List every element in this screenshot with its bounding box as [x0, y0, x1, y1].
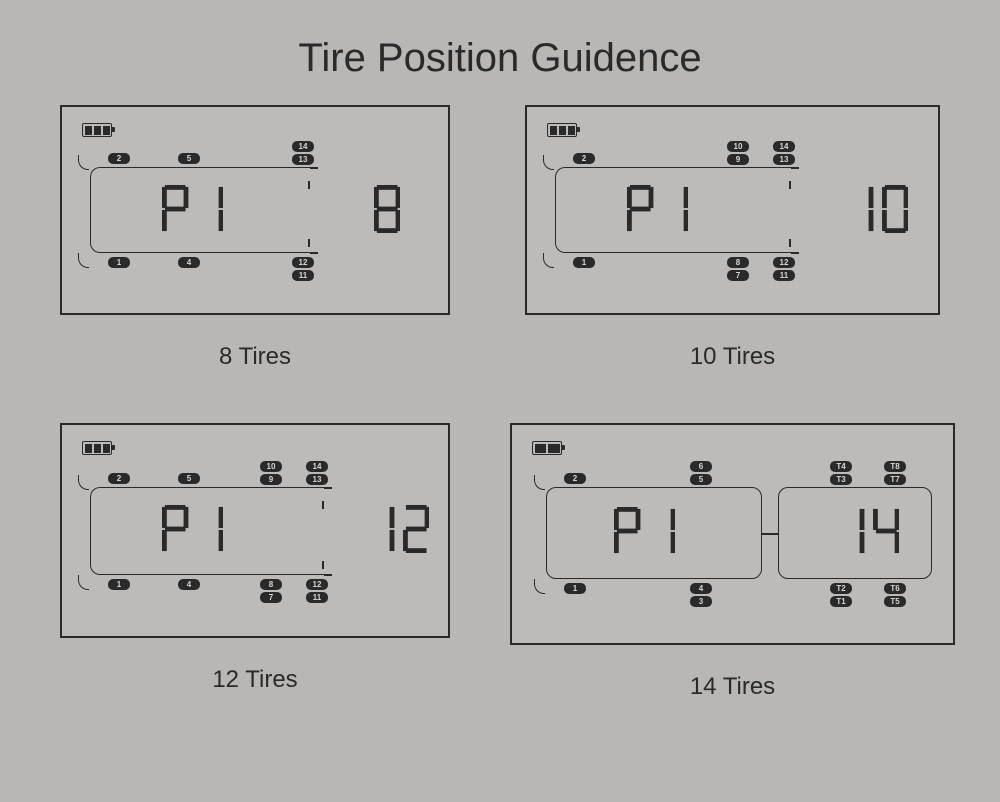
seven-segment-display — [838, 507, 899, 555]
tire-position-badge: 4 — [690, 583, 712, 594]
mudflap-mark — [78, 575, 89, 590]
tire-position-badge: 4 — [178, 257, 200, 268]
tire-position-badge: 13 — [292, 154, 314, 165]
tire-position-badge: 10 — [727, 141, 749, 152]
panel-grid: 251413141211 8 Tires 210914131871211 10 … — [0, 105, 1000, 701]
mudflap-mark — [534, 475, 545, 490]
tire-position-badge: 12 — [292, 257, 314, 268]
battery-icon — [82, 123, 112, 137]
seven-segment-display — [368, 505, 429, 553]
cell-14-tires: 2 6 5 T4 T3 T8 T7 1 4 3 T2 T1 T6 T5 14 Tires — [510, 423, 955, 701]
tire-position-badge: T8 — [884, 461, 906, 472]
tire-position-badge: 14 — [773, 141, 795, 152]
cell-10-tires: 2 10 9 14 13 1 8 7 12 11 10 Tires — [510, 105, 955, 383]
tire-position-badge: 13 — [306, 474, 328, 485]
tire-position-badge: 8 — [727, 257, 749, 268]
tire-position-badge: 1 — [108, 257, 130, 268]
tire-position-badge: 12 — [773, 257, 795, 268]
mudflap-mark — [78, 253, 89, 268]
tire-position-badge: 1 — [573, 257, 595, 268]
tire-position-badge: T4 — [830, 461, 852, 472]
tire-position-badge: 2 — [564, 473, 586, 484]
mudflap-mark — [78, 155, 89, 170]
hitch-line — [762, 533, 778, 535]
tire-position-badge: 7 — [260, 592, 282, 603]
tire-position-badge: 13 — [773, 154, 795, 165]
panel-10-tires: 2 10 9 14 13 1 8 7 12 11 — [525, 105, 940, 315]
battery-icon — [547, 123, 577, 137]
tire-position-badge: T1 — [830, 596, 852, 607]
tire-position-badge: 8 — [260, 579, 282, 590]
tire-position-badge: T3 — [830, 474, 852, 485]
tire-position-badge: 2 — [573, 153, 595, 164]
tire-position-badge: 11 — [773, 270, 795, 281]
cell-12-tires: 25109141314871211 12 Tires — [60, 423, 450, 701]
battery-icon — [82, 441, 112, 455]
seven-segment-display — [847, 185, 908, 233]
panel-8-tires: 251413141211 — [60, 105, 450, 315]
tire-position-badge: 7 — [727, 270, 749, 281]
tire-position-badge: 5 — [690, 474, 712, 485]
seven-segment-display — [627, 185, 688, 233]
battery-icon — [532, 441, 562, 455]
seven-segment-display — [162, 505, 223, 553]
mudflap-mark — [78, 475, 89, 490]
caption-14-tires: 14 Tires — [690, 673, 775, 701]
caption-12-tires: 12 Tires — [212, 666, 297, 694]
tire-position-badge: 2 — [108, 153, 130, 164]
tire-position-badge: T7 — [884, 474, 906, 485]
tire-position-badge: T2 — [830, 583, 852, 594]
tire-position-badge: T5 — [884, 596, 906, 607]
mudflap-mark — [543, 253, 554, 268]
seven-segment-display — [374, 185, 400, 233]
tire-position-badge: 1 — [108, 579, 130, 590]
caption-10-tires: 10 Tires — [690, 343, 775, 371]
tire-position-badge: 11 — [306, 592, 328, 603]
tire-position-badge: 12 — [306, 579, 328, 590]
tire-position-badge: T6 — [884, 583, 906, 594]
tire-position-badge: 4 — [178, 579, 200, 590]
panel-12-tires: 25109141314871211 — [60, 423, 450, 638]
tire-position-badge: 10 — [260, 461, 282, 472]
panel-14-tires: 2 6 5 T4 T3 T8 T7 1 4 3 T2 T1 T6 T5 — [510, 423, 955, 645]
tire-position-badge: 2 — [108, 473, 130, 484]
tire-position-badge: 5 — [178, 473, 200, 484]
tire-position-badge: 11 — [292, 270, 314, 281]
seven-segment-display — [162, 185, 223, 233]
cell-8-tires: 251413141211 8 Tires — [60, 105, 450, 383]
tire-position-badge: 3 — [690, 596, 712, 607]
tire-position-badge: 1 — [564, 583, 586, 594]
page-title: Tire Position Guidence — [0, 0, 1000, 105]
mudflap-mark — [534, 579, 545, 594]
tire-position-badge: 9 — [727, 154, 749, 165]
tire-position-badge: 14 — [306, 461, 328, 472]
seven-segment-display — [614, 507, 675, 555]
caption-8-tires: 8 Tires — [219, 343, 291, 371]
tire-position-badge: 6 — [690, 461, 712, 472]
tire-position-badge: 14 — [292, 141, 314, 152]
mudflap-mark — [543, 155, 554, 170]
tire-position-badge: 5 — [178, 153, 200, 164]
tire-position-badge: 9 — [260, 474, 282, 485]
